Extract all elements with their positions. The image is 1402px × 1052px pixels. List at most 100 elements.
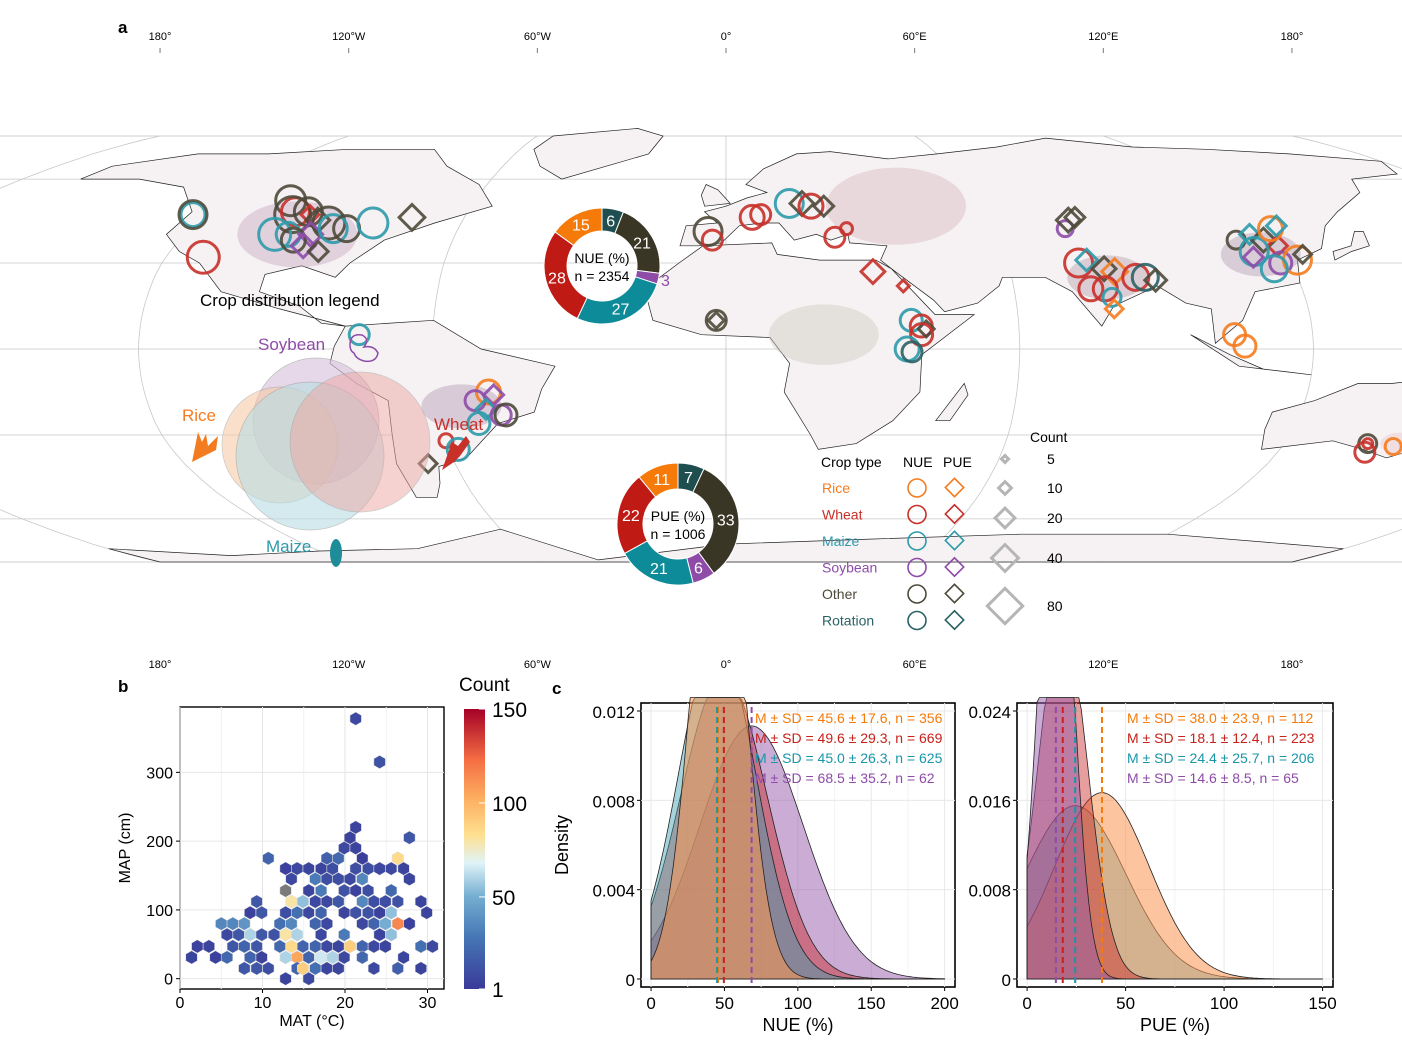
site-marker-nue bbox=[445, 436, 471, 462]
legend-nue-circle bbox=[907, 557, 927, 578]
x-axis-label: MAT (°C) bbox=[279, 1013, 344, 1030]
hexbin-cell bbox=[315, 883, 328, 898]
site-marker-nue bbox=[279, 226, 307, 254]
landmass-indonesia bbox=[1190, 334, 1312, 376]
hexbin-cell bbox=[296, 961, 309, 976]
wheat-label: Wheat bbox=[434, 415, 483, 434]
site-marker-nue bbox=[1268, 250, 1294, 276]
legend-crop-label: Wheat bbox=[822, 507, 863, 523]
hexbin-cell bbox=[403, 872, 416, 886]
donut-title: PUE (%) bbox=[651, 508, 705, 524]
hexbin-cell bbox=[379, 916, 392, 931]
legend-pue-diamond bbox=[944, 583, 965, 604]
donut-value-label: 7 bbox=[684, 470, 693, 487]
legend-pue-diamond bbox=[944, 477, 965, 498]
hexbin-cell bbox=[185, 950, 198, 965]
hexbin-cell bbox=[356, 872, 369, 886]
hexbin-cell bbox=[302, 861, 315, 876]
donut-sample-size: n = 2354 bbox=[575, 268, 630, 284]
donut-title: NUE (%) bbox=[574, 250, 629, 266]
hexbin-cell bbox=[338, 927, 351, 942]
site-marker-pue bbox=[306, 239, 331, 264]
site-marker-pue bbox=[1142, 267, 1169, 294]
crop-distribution-shading bbox=[826, 167, 967, 245]
site-marker-nue bbox=[900, 340, 924, 364]
hexbin-cell bbox=[320, 916, 333, 931]
crop-distribution-legend: Crop distribution legend Soybean Rice Wheat… bbox=[182, 291, 483, 567]
legend-count-diamond bbox=[996, 479, 1014, 497]
legend-nue-circle bbox=[907, 478, 927, 498]
summary-stat-label: M ± SD = 68.5 ± 35.2, n = 62 bbox=[755, 770, 935, 786]
site-marker-nue bbox=[466, 411, 492, 437]
site-marker-nue bbox=[823, 225, 847, 249]
site-marker-pue bbox=[1103, 297, 1126, 320]
summary-stat-label: M ± SD = 14.6 ± 8.5, n = 65 bbox=[1127, 770, 1299, 786]
hexbin-cell bbox=[349, 841, 362, 855]
hexbin-cell bbox=[279, 971, 292, 986]
hexbin-cell bbox=[296, 894, 309, 909]
hexbin-cell bbox=[291, 927, 304, 942]
hexbin-cell bbox=[403, 916, 416, 931]
site-marker-pue bbox=[397, 202, 427, 233]
landmass-uk bbox=[700, 184, 731, 207]
top-longitude-label: 180° bbox=[1281, 31, 1304, 43]
donut-value-label: 27 bbox=[612, 302, 630, 319]
hexbin-cell bbox=[302, 950, 315, 965]
bottom-longitude-label: 60°W bbox=[524, 659, 552, 671]
site-legend: Crop type NUE PUE Count Rice Wheat Maize Soybea… bbox=[821, 429, 1067, 631]
x-tick-label: 50 bbox=[715, 994, 734, 1013]
legend-pue-diamond bbox=[944, 530, 965, 551]
site-marker-pue bbox=[811, 194, 836, 219]
site-marker-pue bbox=[858, 257, 887, 286]
site-marker-nue bbox=[749, 203, 773, 227]
maize-icon bbox=[330, 539, 342, 567]
site-marker-nue bbox=[692, 216, 724, 248]
y-axis-label: Density bbox=[552, 815, 572, 875]
x-tick-label: 50 bbox=[1116, 994, 1135, 1013]
x-tick-label: 20 bbox=[336, 995, 354, 1012]
y-axis-label: MAP (cm) bbox=[117, 813, 134, 884]
top-longitude-label: 120°W bbox=[332, 31, 366, 43]
hexbin-cell bbox=[349, 820, 362, 835]
hexbin-cell bbox=[391, 894, 404, 909]
y-tick-label: 300 bbox=[146, 765, 173, 782]
x-tick-label: 100 bbox=[1210, 994, 1238, 1013]
site-marker-nue bbox=[1383, 436, 1402, 456]
colorbar-tick-label: 1 bbox=[492, 979, 504, 1002]
summary-stat-label: M ± SD = 45.6 ± 17.6, n = 356 bbox=[755, 710, 943, 726]
bottom-longitude-label: 120°E bbox=[1088, 659, 1118, 671]
rice-icon bbox=[192, 432, 218, 462]
pue-density-plot: 0 50 100 150 0 0.008 0.016 0.024 PUE (%) M ± SD =… bbox=[968, 697, 1337, 1035]
hexbin-cell bbox=[391, 961, 404, 976]
top-longitude-label: 180° bbox=[149, 31, 172, 43]
summary-stat-label: M ± SD = 18.1 ± 12.4, n = 223 bbox=[1127, 730, 1315, 746]
donut-value-label: 21 bbox=[633, 235, 651, 252]
legend-nue-circle bbox=[907, 504, 927, 525]
legend-crop-label: Maize bbox=[822, 533, 860, 549]
donut-value-label: 33 bbox=[717, 512, 735, 529]
site-marker-nue bbox=[797, 192, 825, 220]
y-tick-label: 0.008 bbox=[968, 882, 1011, 901]
nue-density-plot: 0 50 100 150 200 0 0.004 0.008 0.012 NUE (%) Densi… bbox=[552, 697, 959, 1035]
site-marker-nue bbox=[700, 228, 724, 252]
hexbin-cell bbox=[279, 883, 292, 898]
hexbin-cell bbox=[397, 861, 410, 876]
legend-count-diamond bbox=[985, 586, 1025, 626]
hexbin-cell bbox=[238, 939, 251, 954]
x-tick-label: 200 bbox=[930, 994, 958, 1013]
site-marker-nue bbox=[356, 206, 390, 240]
hexbin-cell bbox=[262, 961, 275, 976]
donut-value-label: 11 bbox=[653, 472, 670, 489]
top-longitude-label: 0° bbox=[721, 31, 732, 43]
landmass-japan bbox=[1332, 231, 1370, 261]
y-tick-label: 100 bbox=[146, 903, 173, 920]
hexbin-cell bbox=[332, 961, 345, 976]
site-marker-pue bbox=[1062, 205, 1087, 230]
hexbin-cell bbox=[202, 939, 215, 954]
summary-stat-label: M ± SD = 49.6 ± 29.3, n = 669 bbox=[755, 730, 943, 746]
y-tick-label: 0 bbox=[1002, 971, 1011, 990]
legend-nue-circle bbox=[907, 610, 927, 631]
hexbin-cell bbox=[343, 830, 356, 845]
